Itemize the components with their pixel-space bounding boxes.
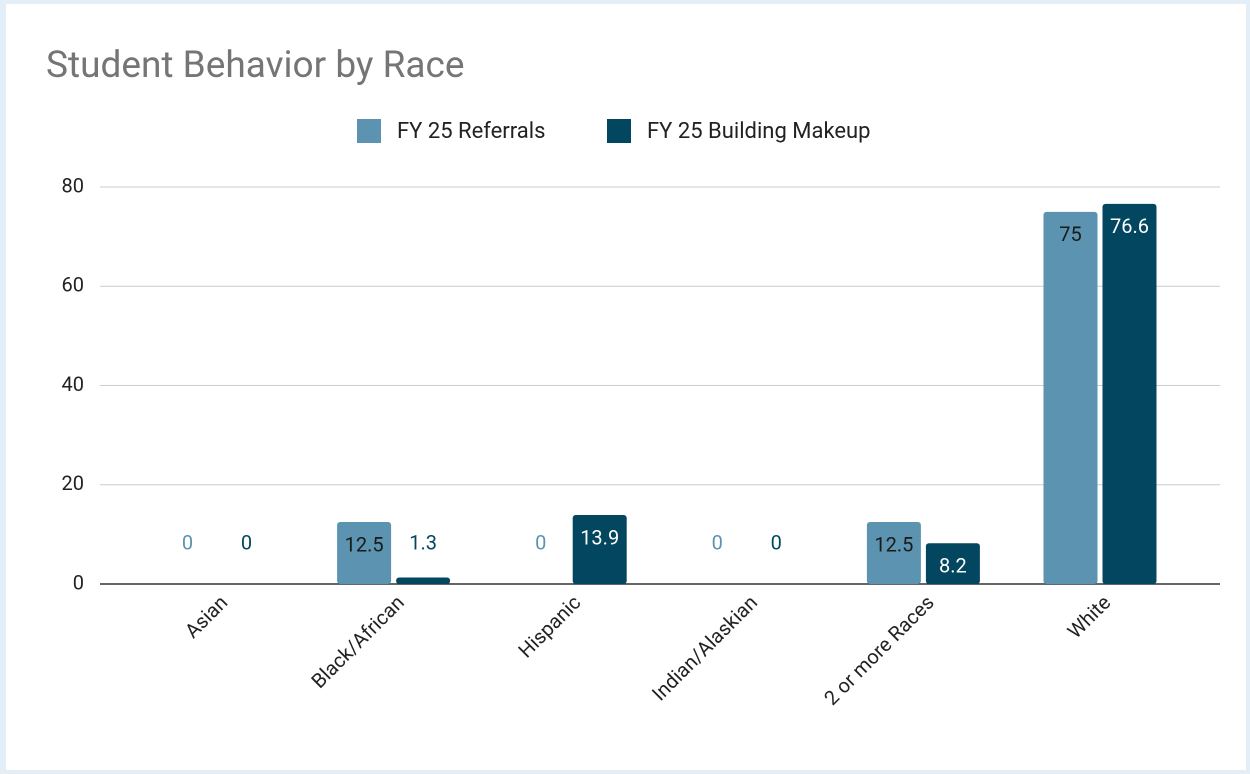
legend-label: FY 25 Referrals bbox=[397, 119, 545, 144]
bar bbox=[337, 521, 392, 584]
data-label: 0 bbox=[241, 530, 252, 554]
data-label: 76.6 bbox=[1110, 214, 1149, 238]
chart-title: Student Behavior by Race bbox=[46, 44, 465, 87]
data-label: 0 bbox=[712, 530, 723, 554]
legend-swatch bbox=[607, 119, 631, 143]
y-tick-label: 40 bbox=[62, 372, 84, 396]
data-label: 0 bbox=[182, 530, 193, 554]
legend-label: FY 25 Building Makeup bbox=[647, 119, 871, 144]
legend-swatch bbox=[357, 119, 381, 143]
data-label: 13.9 bbox=[580, 525, 619, 549]
bar bbox=[925, 543, 980, 584]
y-tick-label: 0 bbox=[73, 570, 84, 594]
data-label: 0 bbox=[771, 530, 782, 554]
y-tick-label: 20 bbox=[62, 471, 84, 495]
data-label: 8.2 bbox=[939, 554, 967, 578]
y-tick-label: 60 bbox=[62, 273, 84, 297]
bar bbox=[1102, 203, 1157, 584]
data-label: 0 bbox=[535, 530, 546, 554]
data-label: 12.5 bbox=[874, 532, 913, 556]
bar bbox=[396, 577, 451, 584]
data-label: 1.3 bbox=[409, 530, 437, 554]
data-label: 12.5 bbox=[345, 532, 384, 556]
bar bbox=[866, 521, 921, 584]
bar bbox=[572, 515, 627, 584]
y-tick-label: 80 bbox=[62, 173, 84, 197]
bar bbox=[1043, 211, 1098, 584]
data-label: 75 bbox=[1059, 222, 1081, 246]
